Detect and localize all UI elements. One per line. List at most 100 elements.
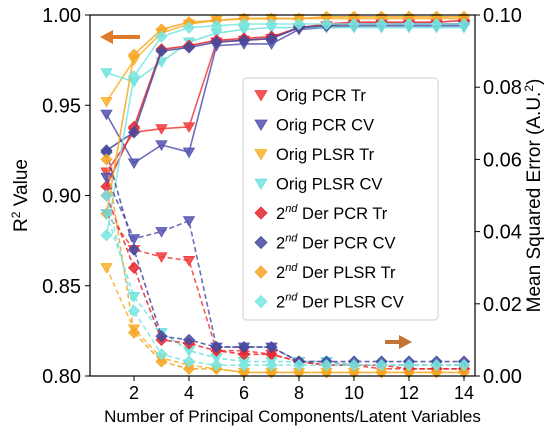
data-point xyxy=(127,126,141,139)
x-tick-label: 6 xyxy=(239,383,249,403)
data-point xyxy=(210,36,223,49)
data-point xyxy=(155,45,168,58)
x-tick-label: 10 xyxy=(344,383,364,403)
y-left-tick-label: 0.80 xyxy=(42,366,81,388)
data-point xyxy=(347,17,361,31)
data-point xyxy=(127,158,141,170)
data-point xyxy=(182,355,196,368)
data-point xyxy=(182,122,196,133)
legend-label: Orig PLSR Tr xyxy=(276,146,375,164)
data-point xyxy=(210,19,223,32)
legend-label: 2nd Der PLSR Tr xyxy=(276,262,396,282)
legend-marker xyxy=(254,119,268,131)
data-point xyxy=(182,41,196,54)
data-point xyxy=(155,140,168,151)
legend: Orig PCR Tr Orig PCR CV Orig PLSR Tr Orig P… xyxy=(242,77,439,321)
data-point xyxy=(182,147,196,159)
x-axis-title: Number of Principal Components/Latent Va… xyxy=(104,407,481,426)
plot-area xyxy=(100,10,471,379)
x-tick-label: 14 xyxy=(454,383,474,403)
data-point xyxy=(100,189,113,202)
data-point xyxy=(210,341,223,354)
legend-marker xyxy=(254,235,268,250)
legend-label: Orig PLSR CV xyxy=(276,176,382,194)
y-right-tick-label: 0.00 xyxy=(483,366,522,388)
data-point xyxy=(182,255,196,267)
y-right-tick-label: 0.02 xyxy=(483,294,522,316)
data-point xyxy=(237,17,251,31)
direction-arrow-head xyxy=(399,335,412,349)
legend-marker xyxy=(254,90,268,102)
y-right-tick-label: 0.08 xyxy=(483,77,522,99)
y-left-tick-label: 1.00 xyxy=(42,5,81,27)
legend-marker xyxy=(254,294,268,309)
data-point xyxy=(182,333,196,346)
data-point xyxy=(375,17,388,31)
legend-marker xyxy=(254,206,268,220)
legend-label: Orig PCR Tr xyxy=(276,87,366,105)
data-point xyxy=(320,359,333,372)
data-point xyxy=(210,359,223,372)
data-point xyxy=(292,17,306,31)
data-point xyxy=(320,366,333,379)
data-point xyxy=(100,97,113,108)
data-point xyxy=(155,348,168,361)
data-point xyxy=(265,17,278,31)
data-point xyxy=(430,359,443,372)
data-point xyxy=(320,17,333,31)
data-point xyxy=(457,17,471,31)
legend-marker xyxy=(254,265,268,279)
data-point xyxy=(182,216,196,227)
legend-label: 2nd Der PLSR CV xyxy=(276,292,404,312)
y-right-tick-label: 0.06 xyxy=(483,149,522,171)
data-point xyxy=(127,261,141,274)
x-tick-label: 12 xyxy=(399,383,419,403)
data-point xyxy=(127,326,141,339)
data-point xyxy=(155,124,168,135)
data-point xyxy=(127,304,141,318)
data-point xyxy=(100,153,113,166)
data-point xyxy=(100,109,113,121)
data-point xyxy=(155,330,168,343)
data-point xyxy=(100,209,113,220)
data-point xyxy=(265,359,278,372)
data-point xyxy=(402,359,416,372)
data-point xyxy=(402,17,416,31)
data-point xyxy=(155,227,168,238)
data-point xyxy=(265,32,278,45)
data-point xyxy=(155,355,168,368)
data-point xyxy=(100,167,113,179)
y-left-tick-label: 0.90 xyxy=(42,186,81,208)
legend-marker xyxy=(254,149,268,161)
y-right-axis-title: Mean Squared Error (A.U.2) xyxy=(522,79,545,313)
axes: 2 4 6 8 10 12 14 0.80 0.85 0.90 0.95 1.00 0.00 0.02 0.… xyxy=(9,5,545,426)
x-tick-label: 8 xyxy=(294,383,304,403)
x-tick-label: 2 xyxy=(129,383,139,403)
data-point xyxy=(182,362,196,375)
data-point xyxy=(430,366,443,379)
data-point xyxy=(237,34,251,47)
data-point xyxy=(127,48,141,61)
data-point xyxy=(265,341,278,354)
data-point xyxy=(347,359,361,372)
y-right-tick-label: 0.04 xyxy=(483,222,522,244)
y-left-tick-label: 0.95 xyxy=(42,95,81,117)
data-point xyxy=(100,263,113,274)
data-point xyxy=(237,359,251,372)
data-point xyxy=(155,30,168,43)
data-point xyxy=(155,252,168,263)
data-point xyxy=(430,17,443,31)
data-point xyxy=(375,359,388,372)
data-point xyxy=(182,21,196,34)
legend-label: Orig PCR CV xyxy=(276,117,374,135)
x-tick-label: 4 xyxy=(184,383,194,403)
data-point xyxy=(100,229,113,242)
data-point xyxy=(265,366,278,379)
data-point xyxy=(127,70,141,83)
y-left-tick-label: 0.85 xyxy=(42,276,81,298)
legend-label: 2nd Der PCR CV xyxy=(276,233,396,253)
data-point xyxy=(292,359,306,372)
direction-arrow-head xyxy=(100,30,113,44)
data-point xyxy=(375,366,388,379)
